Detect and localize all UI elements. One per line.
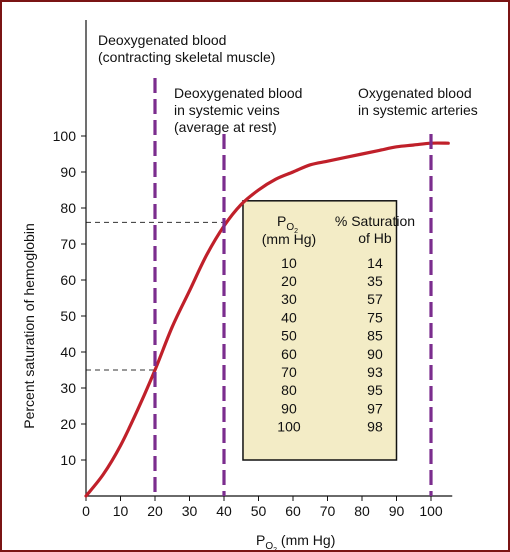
marker-label-1-line-1: in systemic veins: [174, 102, 280, 118]
table-cell-po2: 20: [281, 273, 297, 289]
marker-label-0-line-0: Deoxygenated blood: [98, 32, 226, 48]
y-tick-label: 100: [53, 128, 77, 144]
x-tick-label: 80: [354, 503, 370, 519]
x-tick-label: 0: [82, 503, 90, 519]
reference-lines-layer: [86, 221, 224, 371]
x-tick-label: 60: [285, 503, 301, 519]
y-tick-label: 40: [60, 344, 76, 360]
saturation-table: [242, 200, 398, 461]
y-tick-label: 30: [60, 380, 76, 396]
table-cell-po2: 100: [277, 419, 301, 435]
table-cell-saturation: 98: [367, 419, 383, 435]
table-header-po2: PO2: [277, 213, 298, 235]
x-tick-label: 20: [147, 503, 163, 519]
marker-lines-layer: [153, 78, 433, 496]
x-tick-label: 90: [389, 503, 405, 519]
table-cell-po2: 80: [281, 382, 297, 398]
x-tick-label: 40: [216, 503, 232, 519]
curve-layer: [84, 141, 450, 498]
table-cell-saturation: 97: [367, 400, 383, 416]
annotation-layer: Deoxygenated blood(contracting skeletal …: [98, 32, 478, 135]
y-tick-label: 20: [60, 416, 76, 432]
table-cell-po2: 50: [281, 328, 297, 344]
table-cell-po2: 70: [281, 364, 297, 380]
table-cell-saturation: 35: [367, 273, 383, 289]
table-cell-saturation: 90: [367, 346, 383, 362]
axes-layer: 0 10 20 30 40 50 60 70 80 90 100 10 20 30 40 50 60 70 80 90…: [21, 20, 453, 550]
y-tick-label: 50: [60, 308, 76, 324]
table-cell-saturation: 57: [367, 291, 383, 307]
table-cell-saturation: 75: [367, 309, 383, 325]
x-tick-label: 70: [320, 503, 336, 519]
marker-label-1-line-2: (average at rest): [174, 119, 277, 135]
marker-label-2-line-0: Oxygenated blood: [358, 85, 472, 101]
x-axis-label: PO2 (mm Hg): [256, 532, 335, 550]
table-cell-po2: 40: [281, 309, 297, 325]
x-tick-label: 50: [251, 503, 267, 519]
table-cell-po2: 30: [281, 291, 297, 307]
table-header-saturation: % Saturation: [335, 213, 415, 229]
x-tick-label: 10: [113, 503, 129, 519]
table-header-po2-unit: (mm Hg): [262, 231, 316, 247]
y-axis-label: Percent saturation of hemoglobin: [21, 223, 37, 428]
table-cell-saturation: 93: [367, 364, 383, 380]
y-tick-label: 80: [60, 200, 76, 216]
table-header-saturation-2: of Hb: [358, 230, 392, 246]
y-tick-label: 10: [60, 452, 76, 468]
table-cell-saturation: 95: [367, 382, 383, 398]
x-tick-label: 100: [419, 503, 443, 519]
marker-label-0-line-1: (contracting skeletal muscle): [98, 49, 275, 65]
table-cell-po2: 60: [281, 346, 297, 362]
table-cell-po2: 10: [281, 255, 297, 271]
saturation-curve-0: [84, 141, 450, 498]
table-cell-saturation: 85: [367, 328, 383, 344]
y-tick-label: 70: [60, 236, 76, 252]
table-cell-saturation: 14: [367, 255, 383, 271]
marker-label-2-line-1: in systemic arteries: [358, 102, 478, 118]
y-tick-label: 90: [60, 164, 76, 180]
y-tick-label: 60: [60, 272, 76, 288]
marker-label-1-line-0: Deoxygenated blood: [174, 85, 302, 101]
x-tick-label: 30: [182, 503, 198, 519]
table-cell-po2: 90: [281, 400, 297, 416]
